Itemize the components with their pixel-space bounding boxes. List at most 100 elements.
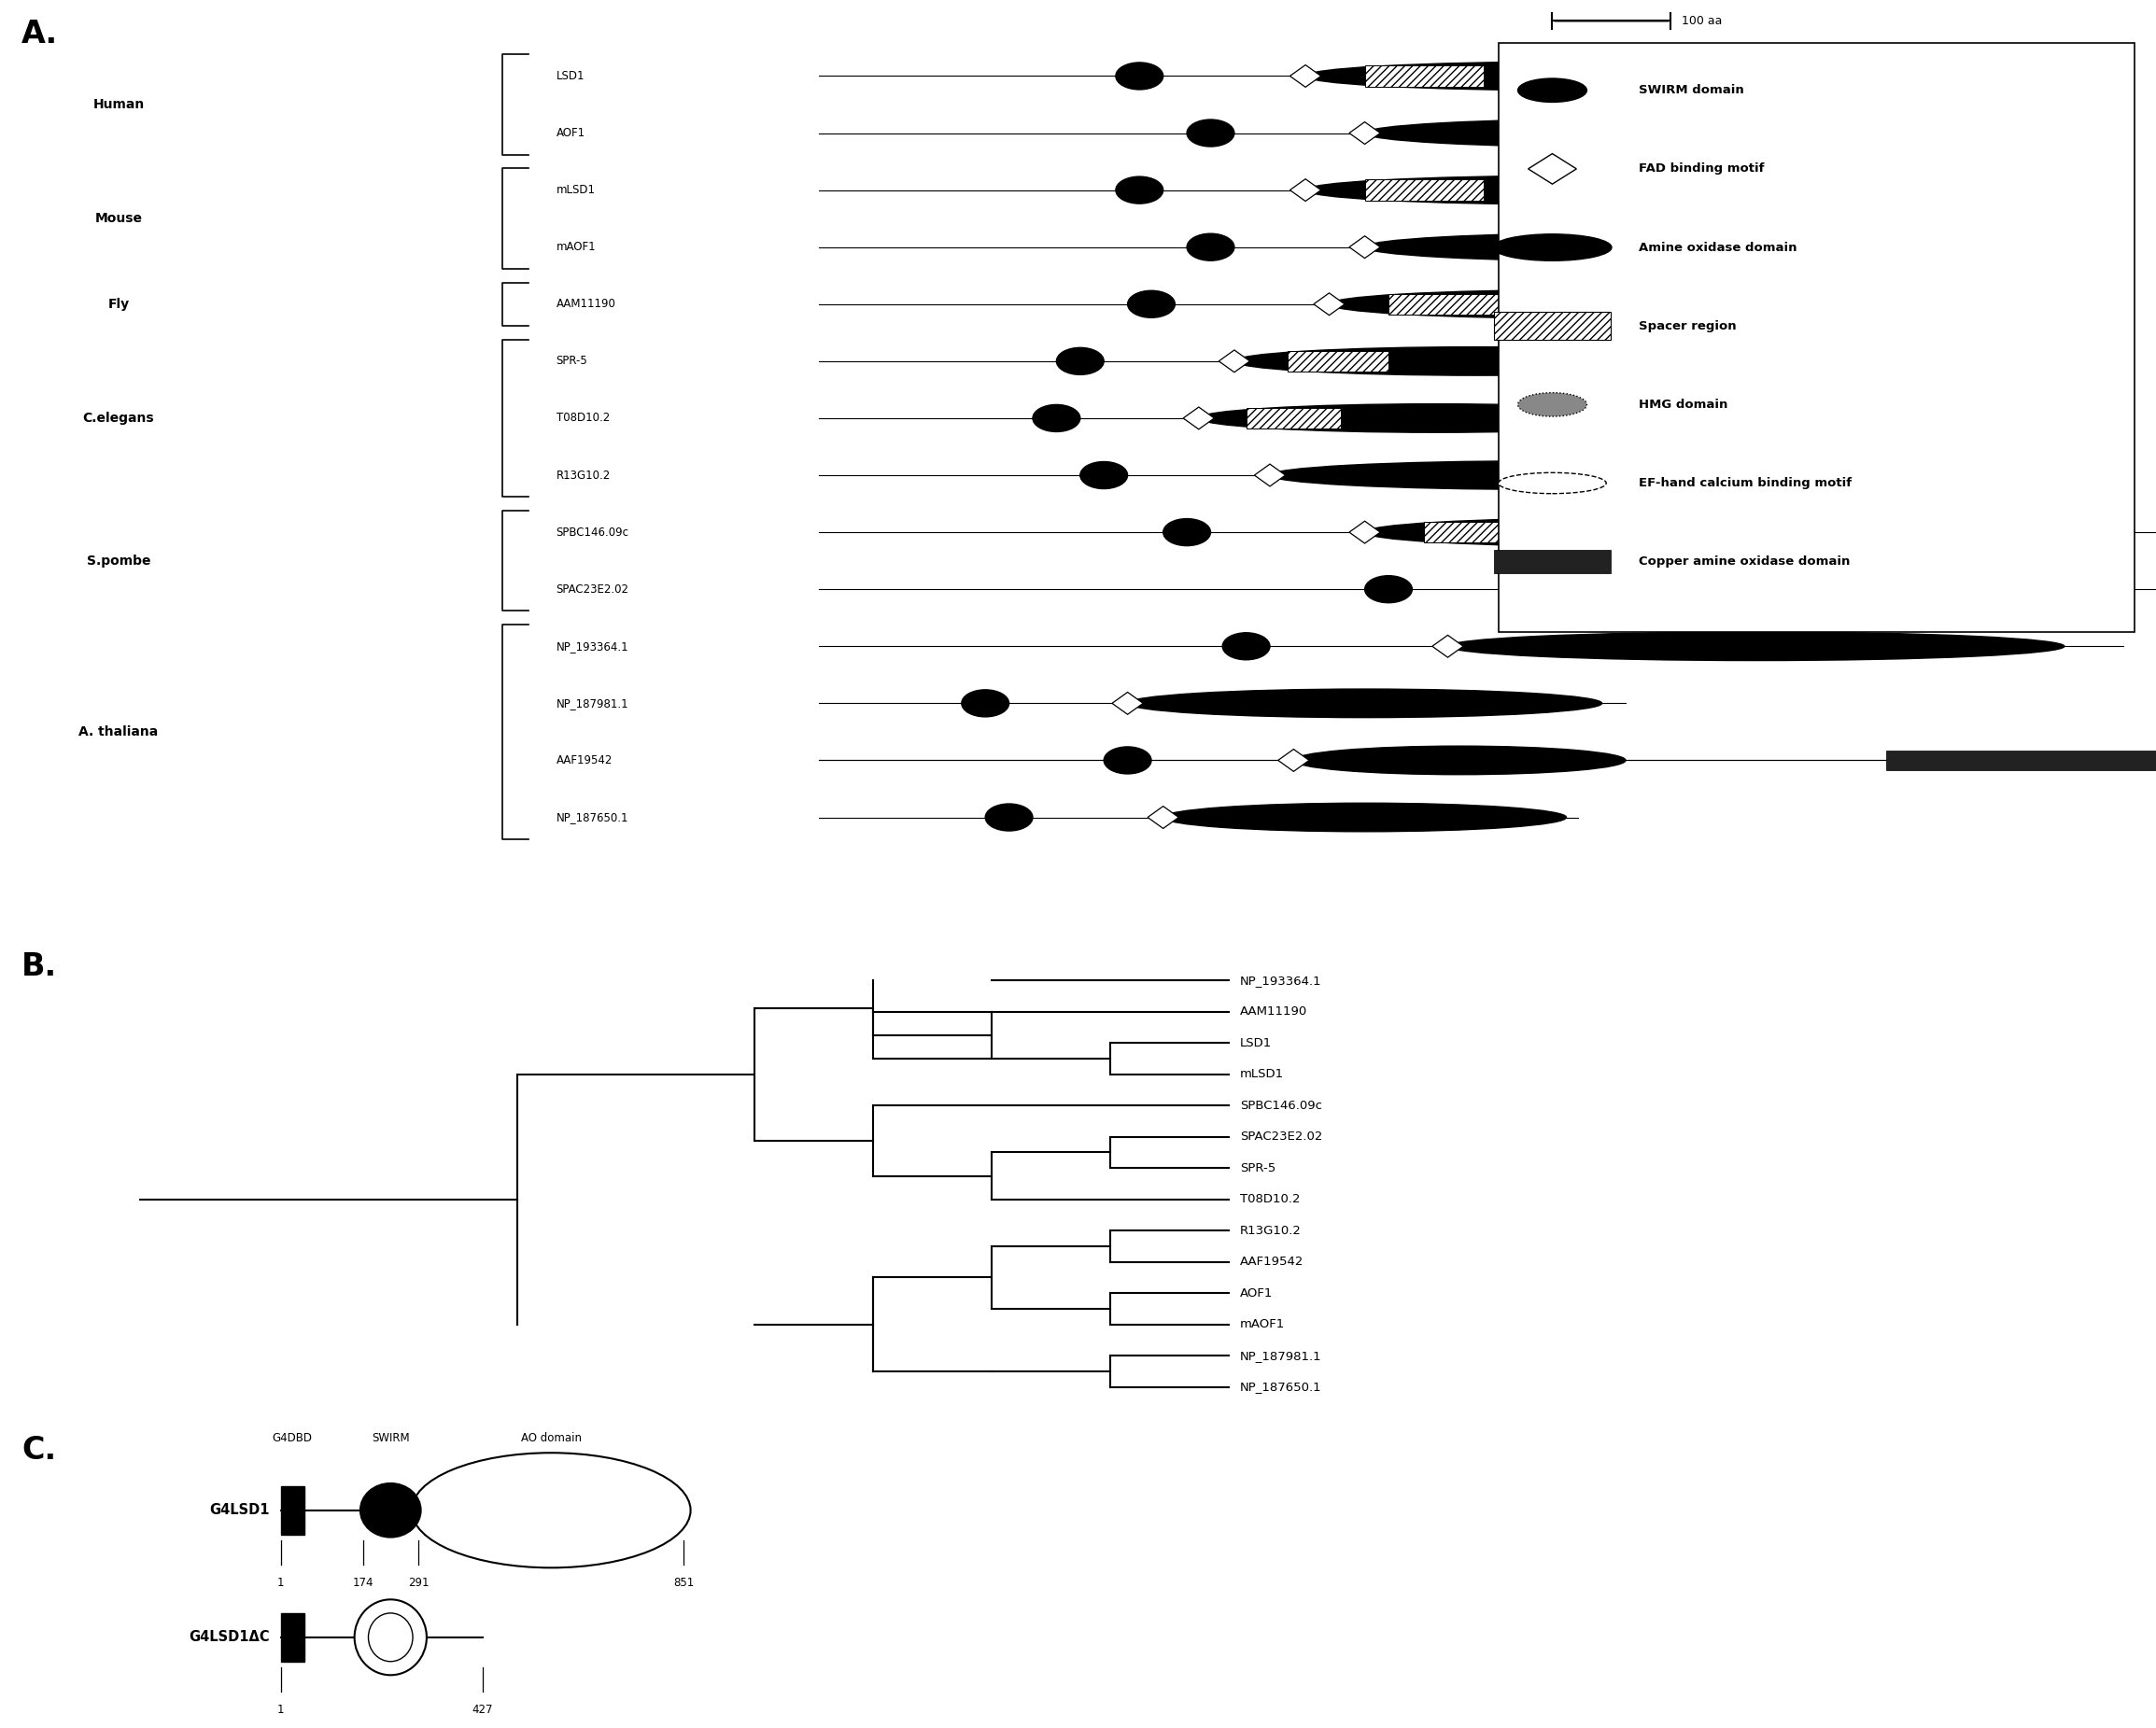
- Text: HMG domain: HMG domain: [1639, 399, 1727, 411]
- Ellipse shape: [1186, 233, 1233, 261]
- Polygon shape: [1289, 180, 1322, 200]
- Text: A.: A.: [22, 19, 58, 50]
- Text: Spacer region: Spacer region: [1639, 320, 1736, 332]
- Text: SPR-5: SPR-5: [556, 354, 589, 368]
- Text: Mouse: Mouse: [95, 213, 142, 225]
- Text: 1: 1: [278, 1704, 285, 1716]
- Bar: [280, 1614, 304, 1662]
- Text: NP_187981.1: NP_187981.1: [1240, 1350, 1322, 1362]
- Text: AOF1: AOF1: [1240, 1287, 1272, 1299]
- Text: EF-hand calcium binding motif: EF-hand calcium binding motif: [1639, 477, 1852, 489]
- Ellipse shape: [1365, 575, 1412, 603]
- Text: AOF1: AOF1: [556, 126, 584, 140]
- Text: SPR-5: SPR-5: [1240, 1161, 1276, 1173]
- Ellipse shape: [412, 1453, 690, 1567]
- Polygon shape: [1184, 408, 1214, 429]
- Polygon shape: [1147, 807, 1179, 828]
- Ellipse shape: [1307, 62, 1830, 90]
- Bar: [1365, 180, 1483, 200]
- Text: NP_187650.1: NP_187650.1: [556, 810, 630, 824]
- Text: Human: Human: [93, 98, 144, 111]
- Text: LSD1: LSD1: [1240, 1037, 1272, 1049]
- Text: G4DBD: G4DBD: [272, 1431, 313, 1445]
- Text: T08D10.2: T08D10.2: [556, 411, 610, 425]
- Text: 100 aa: 100 aa: [1682, 16, 1723, 28]
- Polygon shape: [1350, 522, 1380, 543]
- Text: NP_187650.1: NP_187650.1: [1240, 1381, 1322, 1393]
- Text: FAD binding motif: FAD binding motif: [1639, 162, 1764, 175]
- Polygon shape: [1432, 636, 1464, 657]
- Text: SPBC146.09c: SPBC146.09c: [1240, 1099, 1322, 1111]
- Text: R13G10.2: R13G10.2: [1240, 1225, 1302, 1237]
- Text: 427: 427: [472, 1704, 494, 1716]
- Polygon shape: [1112, 693, 1143, 714]
- Ellipse shape: [1927, 524, 1964, 541]
- Ellipse shape: [369, 1614, 412, 1662]
- Ellipse shape: [1492, 233, 1611, 261]
- Ellipse shape: [1164, 804, 1565, 831]
- Bar: [1886, 750, 2156, 771]
- Ellipse shape: [1033, 404, 1080, 432]
- Text: mLSD1: mLSD1: [556, 183, 595, 197]
- Ellipse shape: [1128, 290, 1175, 318]
- Text: R13G10.2: R13G10.2: [556, 468, 610, 482]
- Text: G4LSD1ΔC: G4LSD1ΔC: [188, 1630, 270, 1645]
- Text: LSD1: LSD1: [556, 69, 584, 83]
- Text: C.: C.: [22, 1434, 56, 1465]
- Text: B.: B.: [22, 952, 58, 982]
- Text: Amine oxidase domain: Amine oxidase domain: [1639, 242, 1796, 254]
- Text: SWIRM domain: SWIRM domain: [1639, 85, 1744, 97]
- Ellipse shape: [1518, 392, 1587, 416]
- Ellipse shape: [1199, 404, 1673, 432]
- Ellipse shape: [1270, 461, 1815, 489]
- Text: SPAC23E2.02: SPAC23E2.02: [556, 582, 630, 596]
- Ellipse shape: [1056, 347, 1104, 375]
- Ellipse shape: [1365, 119, 1886, 147]
- Bar: [1388, 294, 1507, 314]
- Text: Fly: Fly: [108, 297, 129, 311]
- Ellipse shape: [1222, 632, 1270, 660]
- Text: 174: 174: [351, 1576, 373, 1590]
- Ellipse shape: [1115, 176, 1164, 204]
- Polygon shape: [1289, 66, 1322, 86]
- Polygon shape: [1313, 294, 1345, 314]
- Ellipse shape: [1449, 632, 2063, 660]
- Text: Copper amine oxidase domain: Copper amine oxidase domain: [1639, 556, 1850, 569]
- Text: AAF19542: AAF19542: [556, 753, 612, 767]
- Ellipse shape: [985, 804, 1033, 831]
- Ellipse shape: [1518, 78, 1587, 102]
- Bar: [1246, 408, 1341, 429]
- Bar: [1287, 351, 1388, 372]
- Text: S.pombe: S.pombe: [86, 555, 151, 567]
- Ellipse shape: [1365, 233, 1886, 261]
- Ellipse shape: [962, 689, 1009, 717]
- Ellipse shape: [1104, 746, 1151, 774]
- Ellipse shape: [1591, 575, 2100, 603]
- Bar: [1425, 522, 1544, 543]
- Ellipse shape: [1128, 689, 1602, 717]
- Ellipse shape: [1498, 473, 1606, 494]
- Text: 1: 1: [278, 1576, 285, 1590]
- Bar: [1365, 66, 1483, 86]
- Ellipse shape: [2005, 525, 2076, 539]
- Text: G4LSD1: G4LSD1: [209, 1503, 270, 1517]
- Text: 291: 291: [407, 1576, 429, 1590]
- Ellipse shape: [1080, 461, 1128, 489]
- Ellipse shape: [1164, 518, 1210, 546]
- Text: C.elegans: C.elegans: [82, 411, 155, 425]
- Ellipse shape: [354, 1600, 427, 1674]
- Ellipse shape: [1328, 290, 1826, 318]
- Text: mAOF1: mAOF1: [556, 240, 595, 254]
- Text: NP_193364.1: NP_193364.1: [1240, 975, 1322, 987]
- Ellipse shape: [1307, 176, 1830, 204]
- Ellipse shape: [1233, 347, 1720, 375]
- Polygon shape: [1350, 237, 1380, 257]
- Text: SPAC23E2.02: SPAC23E2.02: [1240, 1130, 1322, 1142]
- Bar: [280, 1486, 304, 1534]
- Polygon shape: [1574, 579, 1606, 600]
- Text: AO domain: AO domain: [522, 1431, 582, 1445]
- Text: AAM11190: AAM11190: [556, 297, 617, 311]
- Text: NP_187981.1: NP_187981.1: [556, 696, 630, 710]
- Bar: [1494, 550, 1611, 574]
- Ellipse shape: [1186, 119, 1233, 147]
